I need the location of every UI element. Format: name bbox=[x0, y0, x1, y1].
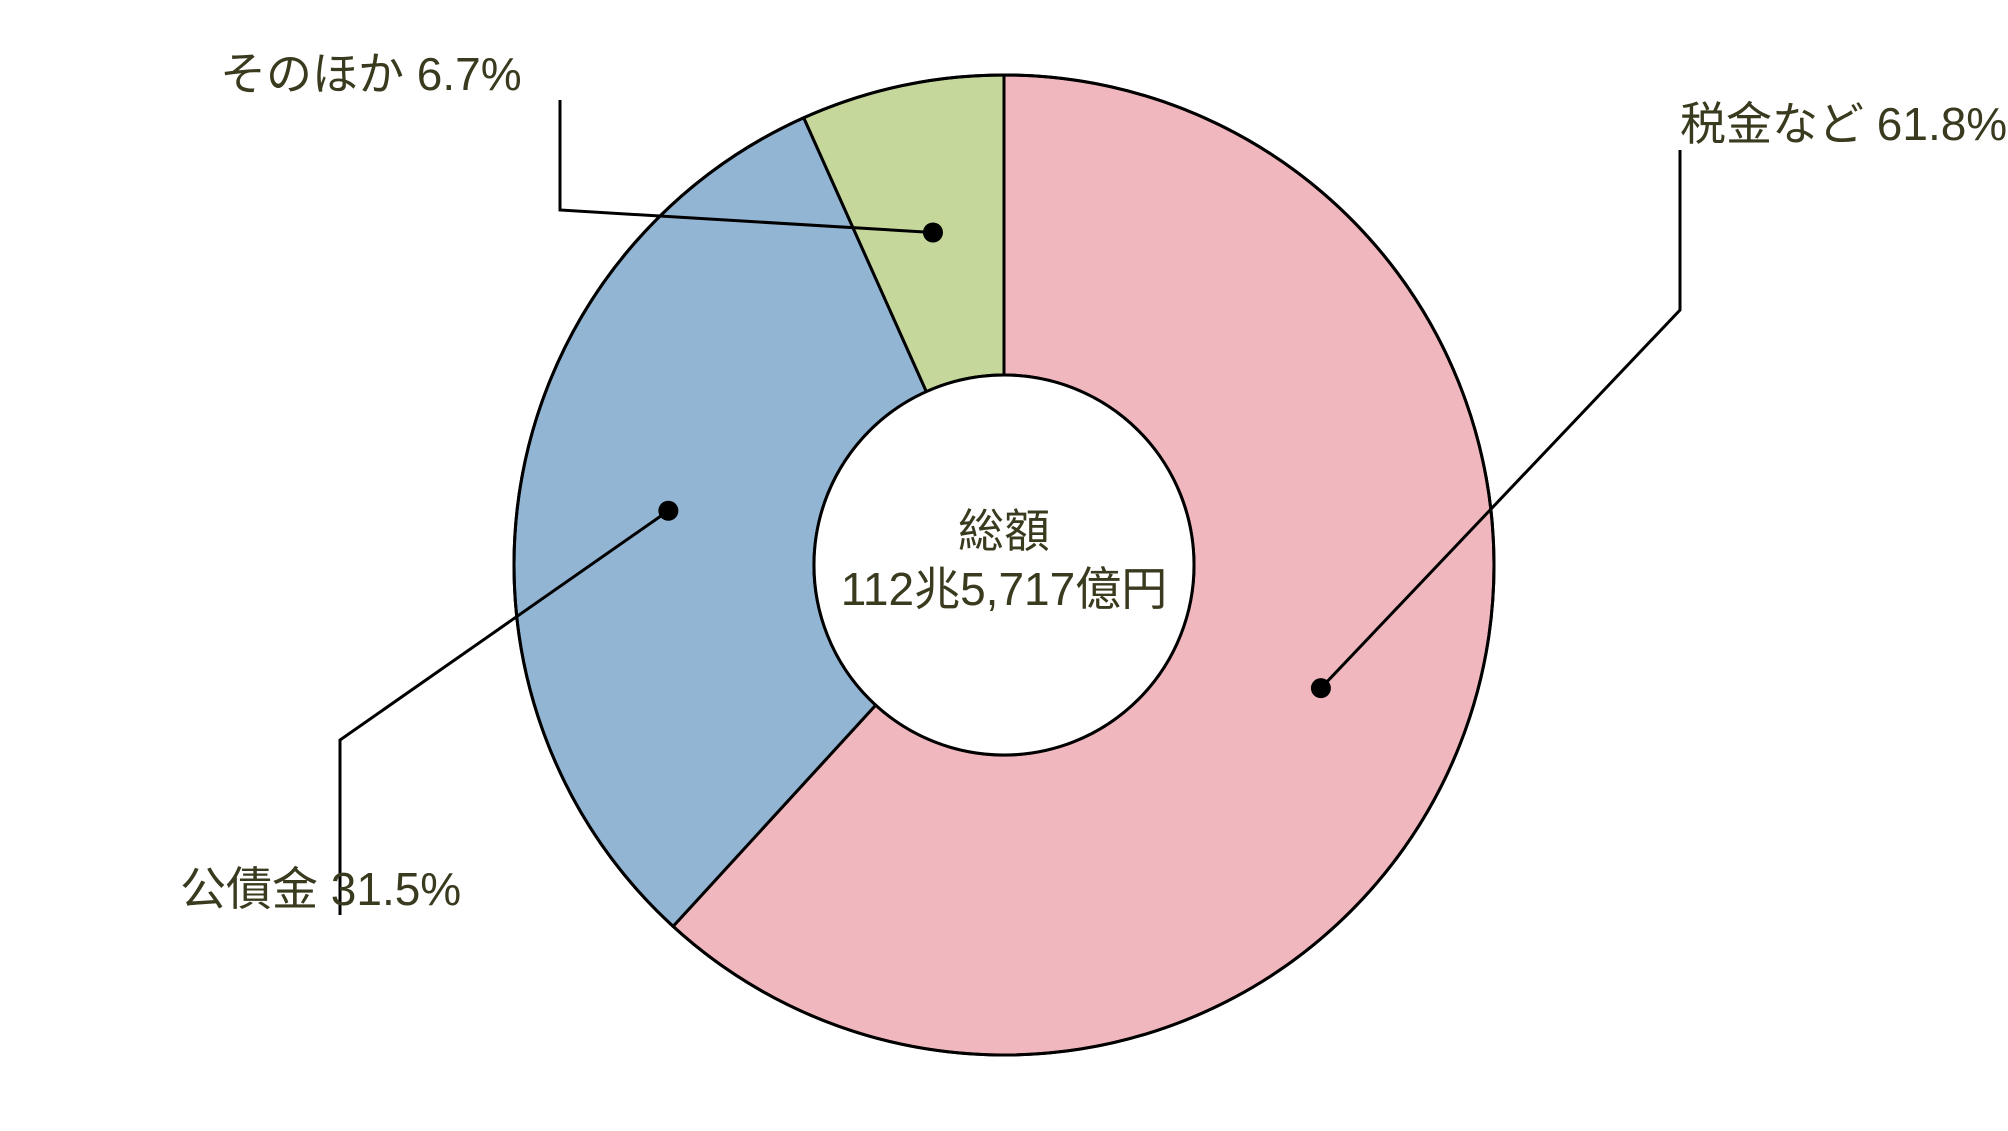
slice-label-other: そのほか 6.7% bbox=[220, 48, 522, 100]
slice-label-tax: 税金など 61.8% bbox=[1680, 98, 2007, 150]
slice-label-bonds: 公債金 31.5% bbox=[180, 863, 461, 915]
donut-svg: 総額 112兆5,717億円 税金など 61.8% 公債金 31.5% そのほか 6.7… bbox=[0, 0, 2008, 1131]
center-label-amount: 112兆5,717億円 bbox=[841, 563, 1167, 615]
center-label-title: 総額 bbox=[958, 505, 1050, 557]
donut-chart: 総額 112兆5,717億円 税金など 61.8% 公債金 31.5% そのほか 6.7… bbox=[0, 0, 2008, 1131]
